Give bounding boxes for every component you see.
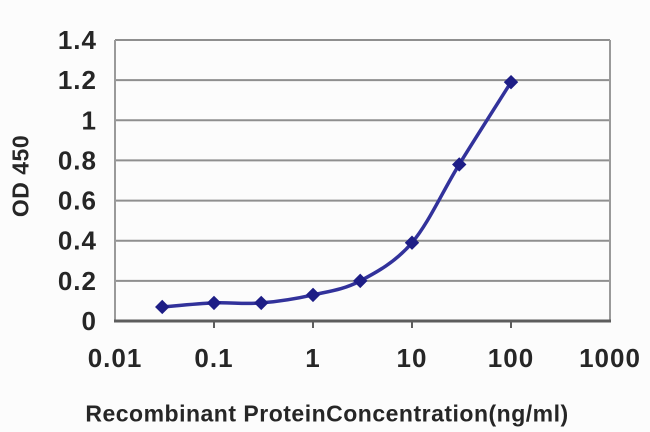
x-tick-label: 1000	[579, 343, 641, 373]
y-tick-label: 1.2	[58, 65, 97, 95]
data-point-marker	[305, 287, 321, 303]
series-line	[160, 80, 513, 309]
data-point-marker	[206, 295, 222, 311]
y-tick-label: 0.2	[58, 266, 97, 296]
data-point-marker	[254, 295, 269, 311]
data-point-marker	[452, 157, 467, 172]
data-point-marker	[155, 299, 170, 315]
y-tick-label: 1.4	[58, 25, 97, 55]
x-tick-label: 1	[305, 343, 320, 373]
x-tick-label: 10	[397, 343, 428, 373]
x-tick-label: 0.1	[194, 343, 233, 373]
y-tick-label: 0.4	[58, 226, 97, 256]
y-tick-label: 1	[82, 105, 97, 135]
x-tick-label: 0.01	[88, 343, 143, 373]
x-axis-title: Recombinant ProteinConcentration(ng/ml)	[85, 400, 569, 427]
x-tick-label: 100	[488, 343, 534, 373]
y-tick-label: 0	[82, 306, 97, 336]
y-axis-title: OD 450	[7, 134, 34, 218]
data-point-marker	[353, 273, 368, 289]
y-tick-label: 0.6	[58, 186, 97, 216]
data-point-marker	[404, 235, 420, 250]
data-point-marker	[503, 74, 519, 90]
y-tick-label: 0.8	[58, 145, 97, 175]
